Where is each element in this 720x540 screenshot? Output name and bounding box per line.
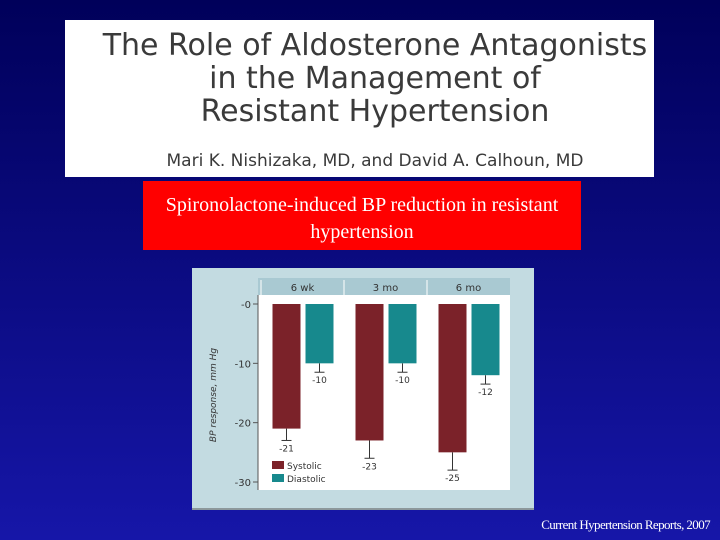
- title-line: The Role of Aldosterone Antagonists: [102, 28, 648, 63]
- title-line: in the Management of: [209, 61, 542, 96]
- value-label: -12: [478, 388, 493, 398]
- y-tick-label: -30: [235, 478, 251, 489]
- title-box: [65, 20, 654, 177]
- bar: [272, 304, 301, 429]
- legend-swatch: [272, 461, 284, 469]
- value-label: -25: [445, 474, 460, 484]
- y-axis-label: BP response, mm Hg: [209, 348, 219, 442]
- value-label: -23: [362, 462, 377, 472]
- legend-swatch: [272, 474, 284, 482]
- category-label: 6 mo: [456, 283, 481, 294]
- citation: Current Hypertension Reports, 2007: [541, 517, 710, 532]
- caption: Spironolactone-induced BP reduction in r…: [165, 194, 559, 243]
- bar: [438, 304, 467, 453]
- bar: [355, 304, 384, 441]
- value-label: -10: [312, 376, 327, 386]
- header-band: [258, 278, 510, 295]
- value-label: -10: [395, 376, 410, 386]
- bar: [305, 304, 334, 364]
- legend-label: Diastolic: [287, 475, 326, 485]
- bar: [388, 304, 417, 364]
- value-label: -21: [279, 444, 294, 454]
- legend-label: Systolic: [287, 462, 322, 472]
- category-label: 6 wk: [291, 283, 315, 294]
- category-label: 3 mo: [373, 283, 398, 294]
- authors: Mari K. Nishizaka, MD, and David A. Calh…: [167, 151, 584, 171]
- caption-box: [143, 181, 581, 250]
- y-tick-label: -20: [235, 419, 251, 430]
- bar: [471, 304, 500, 376]
- y-tick-label: -0: [241, 300, 251, 311]
- title-line: Resistant Hypertension: [201, 94, 550, 129]
- y-tick-label: -10: [235, 359, 251, 370]
